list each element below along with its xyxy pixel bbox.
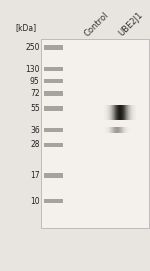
Bar xyxy=(108,127,109,133)
Bar xyxy=(122,105,123,120)
Bar xyxy=(44,79,63,83)
Bar xyxy=(110,105,111,120)
Bar xyxy=(126,105,127,120)
Bar xyxy=(44,199,63,203)
Bar xyxy=(121,127,122,133)
Bar xyxy=(122,127,123,133)
Bar xyxy=(120,105,121,120)
Bar xyxy=(114,127,115,133)
Bar xyxy=(117,127,118,133)
Bar xyxy=(114,105,115,120)
Text: 28: 28 xyxy=(30,140,40,150)
Text: 72: 72 xyxy=(30,89,40,98)
Bar xyxy=(107,105,108,120)
Bar xyxy=(125,105,126,120)
Bar xyxy=(40,39,149,228)
Bar xyxy=(105,105,106,120)
Bar xyxy=(134,105,135,120)
Bar xyxy=(104,127,105,133)
Bar xyxy=(135,105,136,120)
Text: 95: 95 xyxy=(30,77,40,86)
Bar xyxy=(121,105,122,120)
Bar xyxy=(128,105,129,120)
Bar xyxy=(127,127,128,133)
Bar xyxy=(117,105,118,120)
Bar xyxy=(124,105,125,120)
Bar xyxy=(108,105,109,120)
Bar xyxy=(109,105,110,120)
Bar xyxy=(112,127,113,133)
Bar xyxy=(130,105,131,120)
Bar xyxy=(44,91,63,96)
Bar xyxy=(123,105,124,120)
Bar xyxy=(109,127,110,133)
Bar xyxy=(44,173,63,178)
Text: 130: 130 xyxy=(25,64,40,74)
Bar xyxy=(113,127,114,133)
Text: 10: 10 xyxy=(30,196,40,206)
Bar xyxy=(118,105,119,120)
Text: 55: 55 xyxy=(30,104,40,113)
Bar xyxy=(107,127,108,133)
Bar xyxy=(44,128,63,132)
Bar xyxy=(110,127,111,133)
Bar xyxy=(111,105,112,120)
Text: 36: 36 xyxy=(30,125,40,135)
Bar xyxy=(115,105,116,120)
Bar xyxy=(131,105,132,120)
Bar xyxy=(44,143,63,147)
Bar xyxy=(113,105,114,120)
Text: Control: Control xyxy=(83,10,111,38)
Bar xyxy=(44,67,63,71)
Bar xyxy=(125,127,126,133)
Bar xyxy=(119,105,120,120)
Bar xyxy=(104,105,105,120)
Bar xyxy=(119,127,120,133)
Bar xyxy=(106,127,107,133)
Bar xyxy=(112,105,113,120)
Bar xyxy=(124,127,125,133)
Bar xyxy=(133,105,134,120)
Bar xyxy=(116,105,117,120)
Bar xyxy=(127,105,128,120)
Bar xyxy=(118,127,119,133)
Bar xyxy=(123,127,124,133)
Bar xyxy=(44,45,63,50)
Text: 250: 250 xyxy=(25,43,40,52)
Bar xyxy=(128,127,129,133)
Bar xyxy=(111,127,112,133)
Bar xyxy=(105,127,106,133)
Bar xyxy=(132,105,133,120)
Bar xyxy=(129,105,130,120)
Text: [kDa]: [kDa] xyxy=(15,24,36,33)
Bar xyxy=(115,127,116,133)
Bar xyxy=(120,127,121,133)
Bar xyxy=(118,127,119,133)
Bar xyxy=(126,127,127,133)
Bar xyxy=(106,105,107,120)
Text: 17: 17 xyxy=(30,171,40,180)
Bar xyxy=(116,127,117,133)
Bar xyxy=(129,127,130,133)
Bar xyxy=(44,106,63,111)
Text: UBE2J1: UBE2J1 xyxy=(117,10,144,38)
